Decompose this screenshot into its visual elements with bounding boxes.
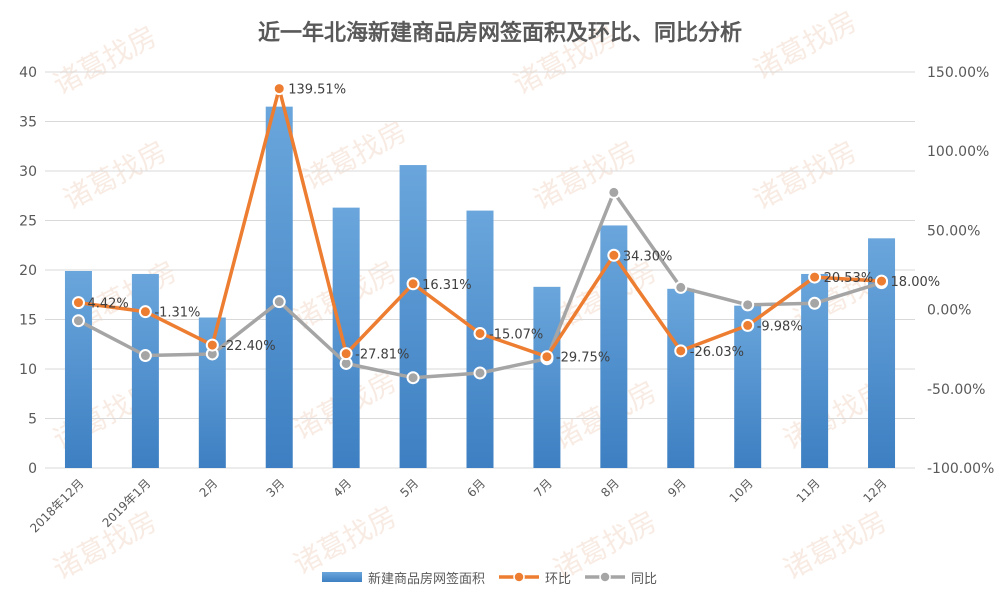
x-tick-label: 5月 xyxy=(397,476,421,500)
line-series xyxy=(71,82,889,385)
data-label: 16.31% xyxy=(422,278,472,293)
bar xyxy=(131,273,159,468)
data-label: -15.07% xyxy=(489,327,543,342)
series-point xyxy=(674,280,688,294)
bar xyxy=(399,165,427,468)
left-tick-label: 30 xyxy=(19,164,37,180)
data-label: 34.30% xyxy=(623,249,673,264)
watermark-text: 诸葛找房 xyxy=(778,504,892,586)
left-tick-label: 40 xyxy=(19,65,37,81)
left-tick-label: 5 xyxy=(28,412,37,428)
left-tick-label: 35 xyxy=(19,115,37,131)
right-tick-label: -50.00% xyxy=(927,382,985,398)
series-point xyxy=(339,347,353,361)
x-tick-label: 3月 xyxy=(264,476,288,500)
x-tick-label: 6月 xyxy=(464,476,488,500)
data-label: -27.81% xyxy=(355,348,409,363)
bar xyxy=(265,106,293,469)
series-point xyxy=(71,314,85,328)
x-tick-label: 7月 xyxy=(531,476,555,500)
data-label: -9.98% xyxy=(757,319,803,334)
series-point xyxy=(607,248,621,262)
right-tick-label: 0.00% xyxy=(927,303,971,319)
legend-marker xyxy=(513,571,525,583)
data-label: -1.31% xyxy=(154,306,200,321)
legend-label: 同比 xyxy=(631,572,657,587)
series-point xyxy=(473,326,487,340)
bar xyxy=(667,288,695,468)
watermark-text: 诸葛找房 xyxy=(298,114,412,196)
x-tick-label: 9月 xyxy=(665,476,689,500)
x-tick-label: 11月 xyxy=(794,476,823,505)
series-point xyxy=(808,296,822,310)
x-tick-label: 4月 xyxy=(330,476,354,500)
left-tick-label: 0 xyxy=(28,461,37,477)
series-point xyxy=(138,305,152,319)
series-point xyxy=(406,277,420,291)
legend: 新建商品房网签面积 环比 同比 xyxy=(322,571,657,587)
series-point xyxy=(406,371,420,385)
series-point xyxy=(741,298,755,312)
watermark-text: 诸葛找房 xyxy=(748,4,862,86)
watermark-text: 诸葛找房 xyxy=(58,134,172,216)
bar xyxy=(332,207,360,468)
series-point xyxy=(205,338,219,352)
data-label: -22.40% xyxy=(221,339,275,354)
x-tick-label: 10月 xyxy=(727,476,756,505)
left-tick-label: 10 xyxy=(19,362,37,378)
x-tick-label: 8月 xyxy=(598,476,622,500)
right-tick-label: 150.00% xyxy=(927,65,989,81)
data-label: 20.53% xyxy=(824,271,874,286)
watermark-text: 诸葛找房 xyxy=(288,499,402,581)
left-axis-ticks: 0 5 10 15 20 25 30 35 40 xyxy=(19,65,37,477)
series-point xyxy=(71,296,85,310)
left-tick-label: 25 xyxy=(19,214,37,230)
series-point xyxy=(473,366,487,380)
series-point xyxy=(875,274,889,288)
legend-label: 环比 xyxy=(545,572,571,587)
legend-label: 新建商品房网签面积 xyxy=(368,571,485,587)
right-tick-label: 50.00% xyxy=(927,223,980,239)
left-tick-label: 15 xyxy=(19,313,37,329)
right-tick-label: 100.00% xyxy=(927,144,989,160)
data-label: -26.03% xyxy=(690,345,744,360)
legend-swatch xyxy=(322,572,362,582)
bar xyxy=(533,286,561,468)
series-point xyxy=(674,344,688,358)
series-point xyxy=(808,270,822,284)
chart-title: 近一年北海新建商品房网签面积及环比、同比分析 xyxy=(258,20,742,46)
right-tick-label: -100.00% xyxy=(927,461,994,477)
series-point xyxy=(138,349,152,363)
bar-series xyxy=(64,106,896,469)
watermark-text: 诸葛找房 xyxy=(528,134,642,216)
series-point xyxy=(272,295,286,309)
series-point xyxy=(540,350,554,364)
right-axis-ticks: -100.00% -50.00% 0.00% 50.00% 100.00% 150.00% xyxy=(927,65,994,477)
x-tick-label: 2月 xyxy=(197,476,221,500)
left-tick-label: 20 xyxy=(19,263,37,279)
data-label: 4.42% xyxy=(87,297,128,312)
data-label: -29.75% xyxy=(556,351,610,366)
watermark-text: 诸葛找房 xyxy=(48,19,162,101)
bar xyxy=(734,305,762,468)
watermark-text: 诸葛找房 xyxy=(748,134,862,216)
data-labels: 4.42% -1.31% -22.40% 139.51% -27.81% 16.31% -1… xyxy=(87,83,940,366)
x-tick-label: 2018年12月 xyxy=(27,476,86,535)
legend-marker xyxy=(599,571,611,583)
data-label: 18.00% xyxy=(891,275,941,290)
series-point xyxy=(607,185,621,199)
data-label: 139.51% xyxy=(288,83,346,98)
series-point xyxy=(272,82,286,96)
x-tick-label: 12月 xyxy=(860,476,889,505)
series-point xyxy=(741,318,755,332)
